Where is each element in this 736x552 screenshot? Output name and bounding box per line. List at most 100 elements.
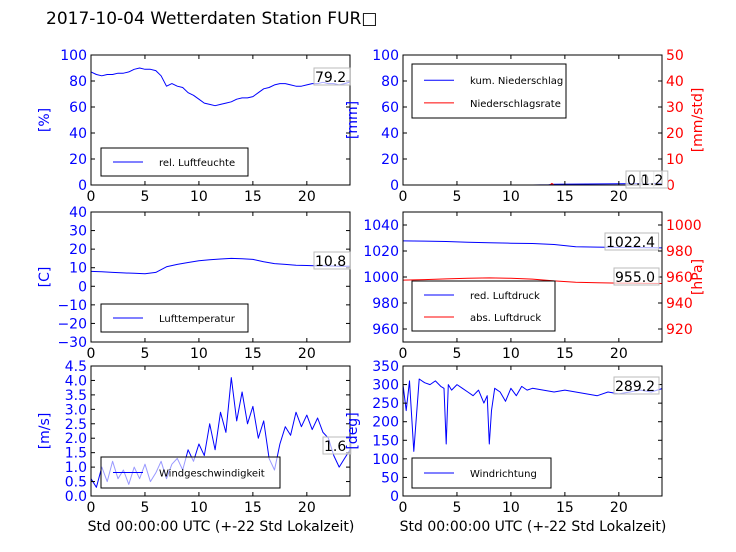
winddirection-ytick-label: 350 bbox=[372, 359, 399, 375]
temperature-value-box-1 bbox=[313, 251, 351, 270]
winddirection-panel: 0 5 10 15 20050100150200250300350[deg]Windri… bbox=[345, 359, 663, 516]
temperature-ytick-label: −10 bbox=[57, 298, 87, 314]
windspeed-ytick-label: 4.5 bbox=[65, 359, 87, 375]
precipitation-ytick2-label: 50 bbox=[666, 48, 684, 64]
windspeed-ytick-label: 1.0 bbox=[65, 460, 87, 476]
humidity-ylabel: [%] bbox=[37, 108, 53, 132]
humidity-axes-frame bbox=[90, 54, 351, 186]
winddirection-series-line-1 bbox=[402, 378, 663, 452]
pressure-xtick-label: 20 bbox=[610, 346, 628, 362]
pressure-ytick2-label: 960 bbox=[666, 270, 693, 286]
pressure-value-label-1: 1022.4 bbox=[606, 235, 655, 251]
humidity-xtick-label: 20 bbox=[298, 189, 316, 205]
pressure-xtick-label: 5 bbox=[452, 346, 461, 362]
precipitation-xtick-label: 5 bbox=[452, 189, 461, 205]
winddirection-value-label-1: 289.2 bbox=[615, 379, 655, 395]
precipitation-ytick-label: 0 bbox=[390, 178, 399, 194]
winddirection-ytick-label: 150 bbox=[372, 433, 399, 449]
humidity-xtick-label: 15 bbox=[244, 189, 262, 205]
windspeed-ylabel: [m/s] bbox=[37, 413, 53, 450]
pressure-xtick-label: 0 bbox=[399, 346, 408, 362]
precipitation-ytick2-label: 10 bbox=[666, 152, 684, 168]
temperature-xtick-label: 0 bbox=[87, 346, 96, 362]
windspeed-value-label-1: 1.6 bbox=[324, 439, 346, 455]
precipitation-ytick-label: 80 bbox=[381, 74, 399, 90]
pressure-ytick-label: 1040 bbox=[363, 218, 399, 234]
windspeed-value-box-1 bbox=[322, 436, 352, 455]
pressure-ytick2-label: 980 bbox=[666, 244, 693, 260]
pressure-value-box-2 bbox=[613, 267, 660, 286]
humidity-value-label-1: 79.2 bbox=[315, 70, 346, 86]
temperature-legend-label-1: Lufttemperatur bbox=[159, 314, 236, 325]
winddirection-xtick-label: 5 bbox=[452, 500, 461, 516]
winddirection-xtick-label: 10 bbox=[502, 500, 520, 516]
pressure-xtick-label: 10 bbox=[502, 346, 520, 362]
temperature-xtick-label: 15 bbox=[244, 346, 262, 362]
precipitation-value-label-2: 1.2 bbox=[641, 173, 663, 189]
windspeed-ytick-label: 3.0 bbox=[65, 402, 87, 418]
humidity-value-box-1 bbox=[313, 67, 351, 86]
temperature-ytick-label: 0 bbox=[78, 279, 87, 295]
humidity-xtick-label: 5 bbox=[140, 189, 149, 205]
windspeed-legend-label-1: Windgeschwindigkeit bbox=[159, 469, 265, 480]
precipitation-ytick-label: 100 bbox=[372, 48, 399, 64]
temperature-ylabel: [C] bbox=[37, 267, 53, 288]
precipitation-ytick2-label: 20 bbox=[666, 126, 684, 142]
temperature-ytick-label: 20 bbox=[69, 242, 87, 258]
pressure-ytick2-label: 920 bbox=[666, 322, 693, 338]
windspeed-ytick-label: 4.0 bbox=[65, 373, 87, 389]
precipitation-legend-label-2: Niederschlagsrate bbox=[470, 99, 561, 110]
pressure-legend-label-2: abs. Luftdruck bbox=[470, 313, 541, 324]
windspeed-ytick-label: 0.0 bbox=[65, 489, 87, 505]
humidity-series-line-1 bbox=[90, 67, 351, 107]
pressure-ytick-label: 980 bbox=[372, 296, 399, 312]
windspeed-panel: 0 5 10 15 20 0.00.51.01.52.02.53.03.54.04.5 [m… bbox=[37, 359, 352, 516]
humidity-panel: 0 5 10 15 20 0 20 40 60 80 100 [%] rel. Luftfeuchte 7… bbox=[37, 48, 351, 205]
temperature-series-line-1 bbox=[90, 257, 350, 275]
precipitation-value-box-2 bbox=[639, 170, 669, 189]
winddirection-ytick-label: 200 bbox=[372, 415, 399, 431]
windspeed-ytick-label: 1.5 bbox=[65, 446, 87, 462]
winddirection-legend-label-1: Windrichtung bbox=[470, 469, 537, 480]
pressure-ytick-label: 1000 bbox=[363, 270, 399, 286]
winddirection-ytick-label: 250 bbox=[372, 396, 399, 412]
precipitation-xtick-label: 10 bbox=[502, 189, 520, 205]
windspeed-xtick-label: 0 bbox=[87, 500, 96, 516]
precipitation-ylabel2: [mm/std] bbox=[690, 88, 706, 153]
precipitation-xtick-label: 0 bbox=[399, 189, 408, 205]
winddirection-xtick-label: 20 bbox=[610, 500, 628, 516]
precipitation-ytick2-label: 30 bbox=[666, 100, 684, 116]
pressure-value-box-1 bbox=[604, 232, 660, 251]
humidity-legend-label-1: rel. Luftfeuchte bbox=[159, 158, 235, 169]
temperature-xtick-label: 5 bbox=[140, 346, 149, 362]
winddirection-ytick-label: 100 bbox=[372, 452, 399, 468]
temperature-ytick-label: 10 bbox=[69, 261, 87, 277]
humidity-ytick-label: 0 bbox=[78, 178, 87, 194]
windspeed-axes-frame bbox=[90, 365, 351, 497]
windspeed-xtick-label: 10 bbox=[190, 500, 208, 516]
precipitation-ytick2-label: 0 bbox=[666, 178, 675, 194]
precipitation-legend-box bbox=[411, 63, 567, 119]
pressure-ylabel2: [hPa] bbox=[690, 259, 706, 295]
winddirection-xtick-label: 15 bbox=[556, 500, 574, 516]
precipitation-ytick2-label: 40 bbox=[666, 74, 684, 90]
winddirection-ytick-label: 0 bbox=[390, 489, 399, 505]
temperature-xtick-label: 20 bbox=[298, 346, 316, 362]
windspeed-ytick-label: 2.5 bbox=[65, 417, 87, 433]
humidity-xtick-label: 10 bbox=[190, 189, 208, 205]
humidity-ytick-label: 80 bbox=[69, 74, 87, 90]
windspeed-xtick-label: 15 bbox=[244, 500, 262, 516]
pressure-ytick-label: 1020 bbox=[363, 244, 399, 260]
precipitation-axes-frame bbox=[402, 54, 663, 186]
pressure-panel: 0 5 10 15 20 960 980 1000 1020 1040 920 940 960 980 10… bbox=[363, 211, 706, 362]
windspeed-ytick-label: 3.5 bbox=[65, 388, 87, 404]
pressure-ytick2-label: 1000 bbox=[666, 218, 702, 234]
temperature-ytick-label: −30 bbox=[57, 335, 87, 351]
humidity-xtick-label: 0 bbox=[87, 189, 96, 205]
temperature-ytick-label: 40 bbox=[69, 205, 87, 221]
temperature-panel: 0 5 10 15 20 −30 −20 −10 0 10 20 30 40 [C] Lufttempera… bbox=[37, 205, 351, 362]
pressure-legend-box bbox=[411, 280, 556, 332]
humidity-ytick-label: 40 bbox=[69, 126, 87, 142]
precipitation-legend-label-1: kum. Niederschlag bbox=[470, 76, 563, 87]
winddirection-ytick-label: 300 bbox=[372, 378, 399, 394]
